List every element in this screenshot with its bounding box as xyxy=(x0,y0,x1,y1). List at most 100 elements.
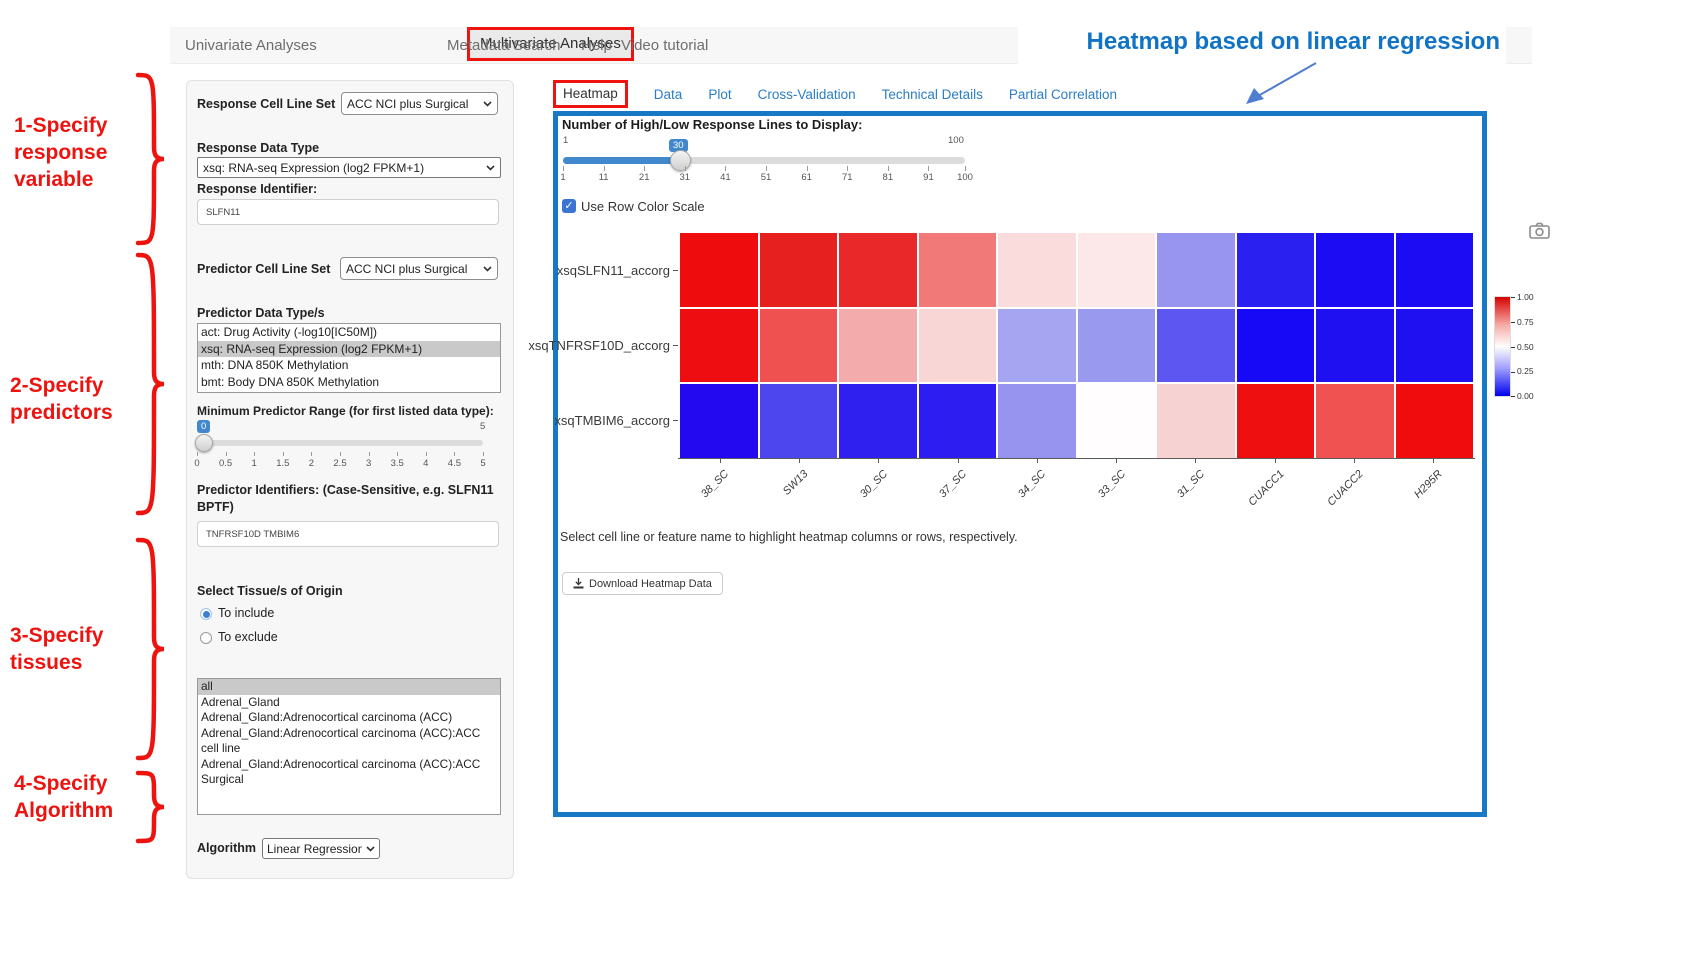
tissue-origin-option[interactable]: Adrenal_Gland:Adrenocortical carcinoma (… xyxy=(201,710,453,724)
heatmap-cell-xsqTMBIM6_accorg-34_SC[interactable] xyxy=(998,384,1076,458)
tab-technical-details[interactable]: Technical Details xyxy=(881,86,983,102)
download-heatmap-data-button[interactable]: Download Heatmap Data xyxy=(562,572,723,595)
predictor-cell-line-set-select[interactable]: ACC NCI plus Surgical xyxy=(340,257,498,280)
tissue-origin-option[interactable]: all xyxy=(198,679,500,695)
nav-item-video-tutorial[interactable]: Video tutorial xyxy=(621,37,709,54)
use-row-color-scale-checkbox[interactable] xyxy=(562,199,576,213)
heatmap-column-label[interactable]: 34_SC xyxy=(1016,468,1049,501)
heatmap-cell-xsqTMBIM6_accorg-H295R[interactable] xyxy=(1395,384,1473,458)
heatmap-cell-xsqTMBIM6_accorg-30_SC[interactable] xyxy=(839,384,917,458)
nav-item-univariate-analyses[interactable]: Univariate Analyses xyxy=(185,37,317,54)
heatmap-cell-xsqTNFRSF10D_accorg-34_SC[interactable] xyxy=(998,308,1076,383)
tissue-origin-option[interactable]: Adrenal_Gland:Adrenocortical carcinoma (… xyxy=(201,725,481,756)
heatmap-cell-xsqTMBIM6_accorg-31_SC[interactable] xyxy=(1157,384,1235,458)
slider-tick-mark xyxy=(368,452,370,456)
tab-plot[interactable]: Plot xyxy=(708,86,732,102)
heatmap-cell-xsqSLFN11_accorg-34_SC[interactable] xyxy=(998,233,1076,307)
tissue-include-radio[interactable] xyxy=(200,608,212,620)
heatmap-cell-xsqTNFRSF10D_accorg-37_SC[interactable] xyxy=(918,308,996,383)
heatmap-cell-xsqSLFN11_accorg-CUACC1[interactable] xyxy=(1236,233,1314,307)
heatmap-cell-xsqSLFN11_accorg-33_SC[interactable] xyxy=(1077,233,1155,307)
nav-item-multivariate-analyses[interactable]: Multivariate Analyses xyxy=(480,35,621,52)
tissue-origin-option[interactable]: Adrenal_Gland xyxy=(201,694,280,709)
tab-data[interactable]: Data xyxy=(653,86,683,102)
heatmap-cell-xsqTMBIM6_accorg-38_SC[interactable] xyxy=(680,384,758,458)
tab-partial-correlation[interactable]: Partial Correlation xyxy=(1008,86,1117,102)
heatmap-cell-xsqTNFRSF10D_accorg-H295R[interactable] xyxy=(1395,308,1473,383)
heatmap-cell-xsqSLFN11_accorg-SW13[interactable] xyxy=(759,233,837,307)
heatmap-cell-xsqSLFN11_accorg-37_SC[interactable] xyxy=(918,233,996,307)
nav-item-metadata[interactable]: Metadata xyxy=(447,37,510,54)
slider-tick-label: 1 xyxy=(560,172,566,183)
heatmap-column-label[interactable]: SW13 xyxy=(780,468,811,498)
response-identifier-label: Response Identifier: xyxy=(197,182,318,196)
nav-item-multivariate-analyses-redbox: Multivariate Analyses xyxy=(467,27,634,61)
heatmap-column-label[interactable]: CUACC2 xyxy=(1325,468,1366,509)
heatmap-column-labels: 38_SC SW13 30_SC 37_SC 34_SC 33_SC 31_SC CUACC1… xyxy=(680,459,1473,523)
response-cell-line-set-select[interactable]: ACC NCI plus Surgical xyxy=(341,92,498,115)
heatmap-column-label[interactable]: 33_SC xyxy=(1095,468,1128,501)
min-predictor-range-label: Minimum Predictor Range (for first liste… xyxy=(197,404,494,418)
heatmap-cell-xsqTMBIM6_accorg-37_SC[interactable] xyxy=(918,384,996,458)
heatmap-cell-xsqTNFRSF10D_accorg-33_SC[interactable] xyxy=(1077,308,1155,383)
slider-tick-label: 3 xyxy=(365,458,372,469)
heatmap-column-label[interactable]: 30_SC xyxy=(857,468,890,501)
slider-tick-label: 1.5 xyxy=(276,458,290,469)
annotation-arrow-icon xyxy=(1246,62,1317,104)
predictor-identifiers-input[interactable]: TNFRSF10D TMBIM6 xyxy=(197,521,499,547)
colorbar-tick-label: 0.50 xyxy=(1511,342,1534,352)
lines-slider-value-tooltip: 30 xyxy=(669,139,688,152)
predictor-data-types-listbox[interactable]: act: Drug Activity (-log10[IC50M]) xsq: R… xyxy=(197,323,501,393)
tissue-origin-option[interactable]: Adrenal_Gland:Adrenocortical carcinoma (… xyxy=(201,756,481,787)
heatmap-cell-xsqSLFN11_accorg-31_SC[interactable] xyxy=(1157,233,1235,307)
camera-icon[interactable] xyxy=(1529,222,1550,239)
heatmap-cell-xsqTMBIM6_accorg-SW13[interactable] xyxy=(759,384,837,458)
heatmap-cell-xsqTMBIM6_accorg-CUACC2[interactable] xyxy=(1316,384,1394,458)
lines-slider-handle[interactable] xyxy=(670,150,691,171)
heatmap-row-label[interactable]: xsqTMBIM6_accorg xyxy=(528,383,678,458)
heatmap-column-label[interactable]: CUACC1 xyxy=(1245,468,1287,509)
heatmap-cell-xsqTMBIM6_accorg-33_SC[interactable] xyxy=(1077,384,1155,458)
tab-cross-validation[interactable]: Cross-Validation xyxy=(757,86,856,102)
heatmap-row-label[interactable]: xsqTNFRSF10D_accorg xyxy=(528,308,678,383)
min-predictor-range-slider-track[interactable] xyxy=(197,440,483,446)
heatmap-column-label[interactable]: 31_SC xyxy=(1174,468,1207,501)
min-predictor-range-slider-handle[interactable] xyxy=(195,434,213,452)
heatmap-cell-xsqTNFRSF10D_accorg-CUACC1[interactable] xyxy=(1236,308,1314,383)
tissue-exclude-radio[interactable] xyxy=(200,632,212,644)
colorbar-tick-label: 0.25 xyxy=(1511,366,1534,376)
predictor-data-type-option[interactable]: xsq: RNA-seq Expression (log2 FPKM+1) xyxy=(198,340,500,357)
heatmap-cell-xsqTNFRSF10D_accorg-31_SC[interactable] xyxy=(1157,308,1235,383)
heatmap-cell-xsqTNFRSF10D_accorg-SW13[interactable] xyxy=(759,308,837,383)
heatmap-cell-xsqTNFRSF10D_accorg-30_SC[interactable] xyxy=(839,308,917,383)
slider-tick-label: 51 xyxy=(760,172,772,183)
nav-item-search[interactable]: Search xyxy=(513,37,561,54)
lines-slider-track[interactable] xyxy=(563,157,965,164)
response-identifier-input[interactable]: SLFN11 xyxy=(197,199,499,225)
use-row-color-scale-label[interactable]: Use Row Color Scale xyxy=(581,199,705,214)
tab-heatmap[interactable]: Heatmap xyxy=(563,86,618,101)
predictor-data-types-label: Predictor Data Type/s xyxy=(197,306,325,320)
heatmap-cell-xsqSLFN11_accorg-30_SC[interactable] xyxy=(839,233,917,307)
heatmap-cell-xsqTNFRSF10D_accorg-CUACC2[interactable] xyxy=(1316,308,1394,383)
response-data-type-select[interactable]: xsq: RNA-seq Expression (log2 FPKM+1) xyxy=(197,157,501,178)
heatmap-column-label[interactable]: H295R xyxy=(1412,468,1445,501)
slider-tick-label: 5 xyxy=(480,458,486,469)
heatmap-cell-xsqTMBIM6_accorg-CUACC1[interactable] xyxy=(1236,384,1314,458)
tissue-include-radio-label[interactable]: To include xyxy=(218,606,275,620)
heatmap-column-label[interactable]: 37_SC xyxy=(936,468,970,501)
predictor-data-type-option[interactable]: act: Drug Activity (-log10[IC50M]) xyxy=(201,325,378,339)
heatmap-row-label[interactable]: xsqSLFN11_accorg xyxy=(528,233,678,308)
predictor-data-type-option[interactable]: bmt: Body DNA 850K Methylation xyxy=(201,374,380,389)
algorithm-select[interactable]: Linear Regression xyxy=(262,838,380,859)
tissue-origin-listbox[interactable]: all Adrenal_Gland Adrenal_Gland:Adrenocort… xyxy=(197,678,501,815)
lines-slider-track-fill xyxy=(563,157,681,164)
heatmap-cell-xsqTNFRSF10D_accorg-38_SC[interactable] xyxy=(680,308,758,383)
heatmap-cell-xsqSLFN11_accorg-38_SC[interactable] xyxy=(680,233,758,307)
heatmap-cell-xsqSLFN11_accorg-CUACC2[interactable] xyxy=(1316,233,1394,307)
heatmap-cell-xsqSLFN11_accorg-H295R[interactable] xyxy=(1395,233,1473,307)
predictor-data-type-option[interactable]: mth: DNA 850K Methylation xyxy=(201,358,349,372)
heatmap-column-label[interactable]: 38_SC xyxy=(698,468,732,501)
nav-item-help[interactable]: Help xyxy=(581,37,612,54)
tissue-exclude-radio-label[interactable]: To exclude xyxy=(218,630,278,644)
